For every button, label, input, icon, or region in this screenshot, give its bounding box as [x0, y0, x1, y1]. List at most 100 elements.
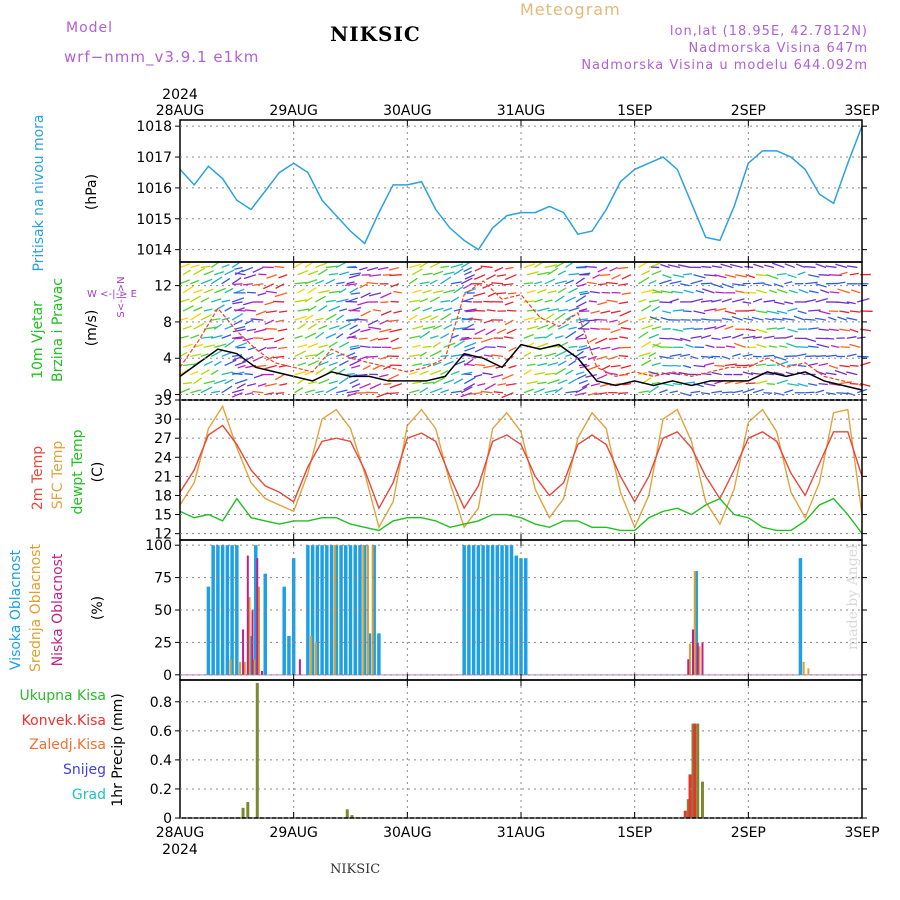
wind-arrow: [651, 362, 661, 367]
wind-arrow: [221, 263, 230, 269]
cloud-high-label: Visoka Oblacnost: [8, 549, 24, 670]
y-tick-label: 25: [154, 635, 172, 651]
wind-arrow: [804, 337, 817, 343]
wind-arrow: [307, 381, 318, 385]
wind-arrow: [592, 274, 601, 279]
wind-arrow: [820, 289, 830, 294]
cloud-high-bar: [462, 545, 466, 675]
wind-arrow: [714, 324, 726, 330]
wind-arrow: [702, 288, 715, 294]
wind-arrow: [380, 292, 392, 299]
wind-arrow: [409, 371, 418, 376]
wind-arrow: [440, 300, 451, 303]
wind-arrow: [526, 271, 539, 276]
precip-conv-bar: [683, 810, 687, 818]
wind-arrow: [307, 270, 319, 276]
cloud-high-bar: [287, 635, 291, 675]
wind-arrow: [234, 272, 246, 276]
wind-arrow: [815, 283, 827, 288]
wind-arrow: [465, 310, 475, 313]
cloud-high-bar: [315, 545, 320, 675]
wind-arrow: [297, 288, 305, 294]
wind-arrow: [669, 390, 679, 394]
wind-arrow: [804, 318, 816, 321]
wind-arrow: [278, 310, 288, 313]
wind-arrow: [440, 332, 450, 339]
wind-arrow: [641, 270, 651, 276]
wind-arrow: [641, 289, 655, 294]
wind-arrow: [304, 296, 313, 303]
wind-arrow: [274, 265, 285, 269]
wind-arrow: [335, 261, 347, 269]
wind-arrow: [412, 362, 423, 367]
wind-arrow: [526, 363, 536, 367]
wind-arrow: [818, 383, 828, 386]
wind-arrow: [193, 289, 203, 294]
wind-arrow: [234, 266, 243, 270]
wind-arrow: [568, 345, 578, 348]
wind-arrow: [193, 343, 204, 348]
wind-arrow: [443, 289, 455, 294]
wind-arrow: [815, 389, 825, 394]
y-tick-label: 1018: [136, 119, 172, 135]
wind-arrow: [349, 287, 359, 294]
wind-gust-line: [179, 280, 863, 387]
wind-arrow: [776, 272, 787, 276]
cloud-high-bar: [325, 545, 329, 675]
wind-arrow: [581, 383, 590, 389]
wind-arrow: [325, 386, 338, 394]
pressure-title: Pritisak na nivou mora: [31, 114, 47, 271]
wind-arrow: [432, 290, 444, 294]
wind-arrow: [459, 337, 472, 341]
wind-arrow: [523, 388, 535, 394]
wind-arrow: [443, 307, 453, 312]
wind-arrow: [432, 361, 442, 367]
wind-arrow: [808, 327, 819, 330]
wind-arrow: [182, 363, 196, 367]
wind-arrow: [244, 319, 254, 325]
cloud-high-bar: [211, 545, 215, 675]
wind-arrow: [412, 344, 421, 348]
y-tick-label: 1017: [136, 150, 172, 166]
x-tick-label: 31AUG: [497, 103, 546, 119]
wind-arrow: [297, 362, 307, 367]
cloud-high-bar: [377, 633, 381, 675]
wind-arrow: [652, 289, 663, 294]
wind-arrow: [252, 390, 264, 394]
wind-arrow: [745, 364, 755, 367]
wind-arrow: [232, 354, 243, 358]
wind-arrow: [638, 371, 647, 376]
wind-arrow: [473, 373, 483, 378]
wind-arrow: [484, 354, 493, 358]
wind-arrow: [815, 370, 827, 376]
wind-arrow: [523, 351, 532, 357]
cloud-high-bar: [230, 545, 234, 675]
wind-arrow: [474, 274, 486, 280]
wind-arrow: [544, 278, 556, 285]
y-tick-label: 12: [154, 527, 172, 543]
wind-arrow: [526, 289, 536, 294]
wind-arrow: [596, 373, 608, 380]
cloud-high-bar: [235, 545, 239, 675]
wind-arrow: [667, 264, 681, 269]
wind-arrow: [815, 355, 827, 358]
wind-arrow: [231, 392, 243, 398]
wind-arrow: [568, 326, 577, 330]
wind-arrow: [221, 334, 232, 339]
wind-arrow: [537, 381, 547, 385]
wind-arrow: [213, 323, 222, 330]
wind-arrow: [610, 310, 621, 314]
wind-arrow: [787, 274, 797, 279]
wind-arrow: [815, 298, 828, 303]
wind-arrow: [755, 363, 767, 367]
wind-arrow: [182, 343, 194, 348]
wind-arrow: [443, 271, 455, 276]
wind-arrow: [805, 355, 817, 358]
wind-arrow: [265, 327, 277, 330]
wind-arrow: [779, 345, 788, 348]
wind-arrow: [338, 377, 349, 385]
wind-arrow: [508, 364, 517, 369]
wind-arrow: [346, 352, 356, 358]
wind-arrow: [595, 337, 608, 345]
wind-arrow: [335, 333, 344, 339]
